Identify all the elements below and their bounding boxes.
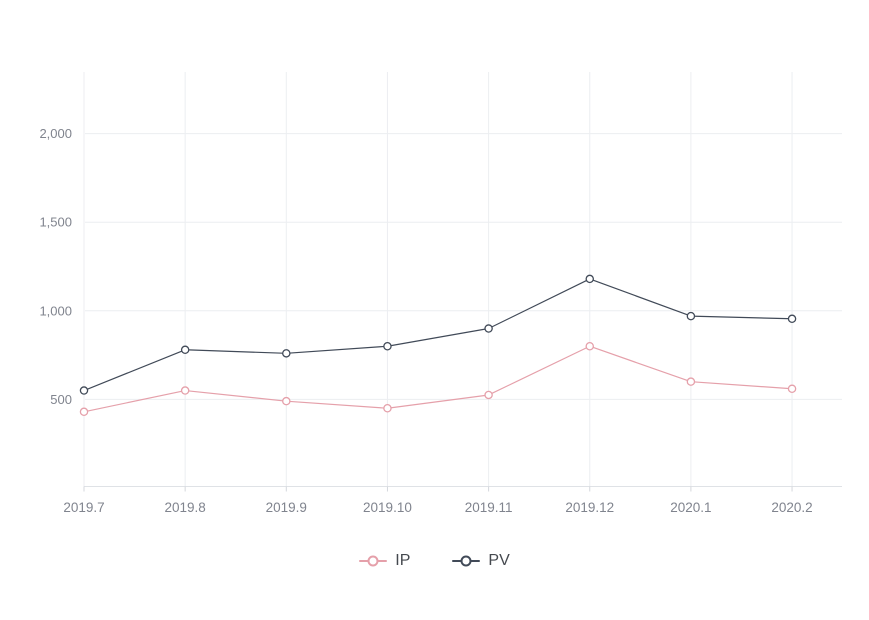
x-axis-label: 2019.8 [165, 500, 206, 515]
x-axis-label: 2020.2 [771, 500, 812, 515]
data-point-ip-2019.9[interactable] [282, 396, 291, 406]
series-line-pv [83, 278, 793, 392]
x-axis-label: 2020.1 [670, 500, 711, 515]
legend-ring-icon [460, 555, 472, 567]
legend-ring-icon [367, 555, 379, 567]
data-point-pv-2019.7[interactable] [79, 386, 89, 395]
data-point-pv-2020.2[interactable] [787, 314, 797, 324]
data-point-ip-2019.12[interactable] [585, 341, 595, 351]
x-axis-label: 2019.11 [465, 500, 513, 515]
data-point-pv-2019.9[interactable] [282, 349, 291, 358]
chart-legend: IP PV [0, 553, 869, 569]
data-point-ip-2020.1[interactable] [686, 377, 696, 386]
y-axis-label: 2,000 [39, 126, 72, 141]
legend-label-pv: PV [488, 552, 510, 569]
data-point-ip-2019.11[interactable] [484, 390, 493, 400]
data-point-pv-2019.10[interactable] [383, 341, 392, 351]
data-point-pv-2020.1[interactable] [686, 311, 696, 321]
x-axis-label: 2019.12 [565, 500, 614, 515]
x-axis-label: 2019.7 [63, 500, 104, 515]
x-axis-label: 2019.9 [266, 500, 307, 515]
data-point-pv-2019.8[interactable] [180, 345, 190, 355]
data-point-ip-2019.7[interactable] [79, 407, 89, 417]
data-point-pv-2019.11[interactable] [484, 324, 493, 333]
legend-label-ip: IP [395, 552, 411, 569]
legend-item-ip[interactable]: IP [359, 553, 410, 569]
y-axis-label: 1,500 [39, 215, 72, 230]
series-line-ip [83, 345, 793, 413]
data-point-pv-2019.12[interactable] [585, 274, 595, 284]
y-axis-label: 500 [50, 392, 72, 407]
y-axis-label: 1,000 [39, 303, 72, 318]
data-point-ip-2020.2[interactable] [787, 384, 797, 394]
legend-item-pv[interactable]: PV [452, 552, 510, 569]
legend-line-marker-icon [359, 554, 388, 568]
data-point-ip-2019.10[interactable] [383, 404, 392, 413]
line-chart-plot-area: 500 1,000 1,500 2,000 2019.7 2019.8 2019.9 2019… [39, 72, 842, 515]
x-axis-label: 2019.10 [363, 500, 412, 515]
legend-line-marker-icon [452, 554, 481, 568]
data-point-ip-2019.8[interactable] [180, 386, 190, 395]
